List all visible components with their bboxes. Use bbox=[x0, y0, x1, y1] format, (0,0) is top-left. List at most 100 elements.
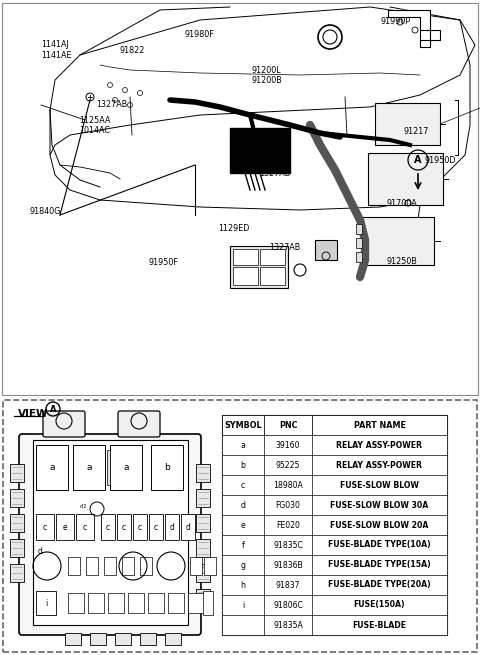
Text: PNC: PNC bbox=[279, 421, 297, 430]
Bar bbox=[233, 249, 258, 265]
Bar bbox=[104, 557, 116, 575]
Text: FUSE-SLOW BLOW: FUSE-SLOW BLOW bbox=[340, 481, 419, 489]
Bar bbox=[181, 514, 195, 540]
Bar bbox=[165, 514, 179, 540]
Text: 91950F: 91950F bbox=[149, 258, 179, 267]
Text: 91836B: 91836B bbox=[273, 561, 303, 569]
Bar bbox=[222, 435, 264, 455]
Text: 39160: 39160 bbox=[276, 441, 300, 449]
Bar bbox=[10, 564, 24, 582]
Text: a: a bbox=[49, 463, 55, 472]
Bar bbox=[10, 489, 24, 507]
Bar bbox=[222, 455, 264, 475]
Text: 91700A: 91700A bbox=[387, 199, 418, 208]
Text: d: d bbox=[37, 548, 42, 557]
Bar bbox=[65, 633, 81, 645]
Bar bbox=[222, 475, 264, 495]
Bar bbox=[233, 267, 258, 285]
Text: d: d bbox=[186, 523, 191, 531]
Bar bbox=[312, 435, 447, 455]
Bar bbox=[222, 555, 264, 575]
Text: 91822: 91822 bbox=[120, 46, 144, 54]
Text: 1129ED: 1129ED bbox=[218, 224, 250, 233]
Text: 91835A: 91835A bbox=[273, 620, 303, 629]
Text: c: c bbox=[122, 523, 126, 531]
Bar bbox=[356, 252, 362, 262]
Text: b: b bbox=[240, 460, 245, 470]
Text: FUSE-SLOW BLOW 30A: FUSE-SLOW BLOW 30A bbox=[330, 500, 429, 510]
Bar bbox=[2, 3, 478, 395]
Bar bbox=[222, 575, 264, 595]
Text: FUSE-SLOW BLOW 20A: FUSE-SLOW BLOW 20A bbox=[330, 521, 429, 529]
Text: a: a bbox=[86, 463, 92, 472]
Text: FG030: FG030 bbox=[276, 500, 300, 510]
Text: FUSE(150A): FUSE(150A) bbox=[354, 601, 405, 610]
Bar bbox=[264, 535, 312, 555]
Bar bbox=[264, 415, 312, 435]
Bar bbox=[260, 267, 285, 285]
Bar bbox=[264, 495, 312, 515]
FancyBboxPatch shape bbox=[43, 411, 85, 437]
Text: 91837: 91837 bbox=[276, 580, 300, 590]
Text: 91217: 91217 bbox=[403, 126, 429, 136]
Text: VIEW: VIEW bbox=[18, 409, 48, 419]
Text: FE020: FE020 bbox=[276, 521, 300, 529]
Text: cf2: cf2 bbox=[79, 504, 87, 508]
Text: RELAY ASSY-POWER: RELAY ASSY-POWER bbox=[336, 460, 422, 470]
Text: 91840G: 91840G bbox=[30, 207, 61, 216]
Bar bbox=[230, 128, 290, 173]
Bar bbox=[264, 515, 312, 535]
Bar bbox=[222, 515, 264, 535]
Text: 1327AB: 1327AB bbox=[259, 169, 290, 178]
Text: FUSE-BLADE TYPE(20A): FUSE-BLADE TYPE(20A) bbox=[328, 580, 431, 590]
Bar bbox=[10, 539, 24, 557]
Text: FUSE-BLADE TYPE(10A): FUSE-BLADE TYPE(10A) bbox=[328, 540, 431, 550]
Bar bbox=[68, 593, 84, 613]
Text: a: a bbox=[240, 441, 245, 449]
Text: d: d bbox=[169, 523, 174, 531]
Bar bbox=[356, 224, 362, 234]
Text: 95225: 95225 bbox=[276, 460, 300, 470]
Bar bbox=[101, 514, 115, 540]
Bar bbox=[88, 593, 104, 613]
Bar bbox=[140, 557, 152, 575]
Text: g: g bbox=[240, 561, 245, 569]
FancyBboxPatch shape bbox=[118, 411, 160, 437]
Bar bbox=[36, 445, 68, 490]
Text: b: b bbox=[164, 463, 170, 472]
Bar bbox=[204, 557, 216, 575]
Bar bbox=[260, 249, 285, 265]
Bar bbox=[68, 557, 80, 575]
Bar bbox=[368, 153, 443, 205]
Text: 18980A: 18980A bbox=[273, 481, 303, 489]
Bar bbox=[203, 591, 213, 615]
Text: 91990P: 91990P bbox=[381, 17, 411, 26]
Text: a: a bbox=[123, 463, 129, 472]
Text: 1125AA
1014AC: 1125AA 1014AC bbox=[79, 115, 111, 135]
Text: c: c bbox=[138, 523, 142, 531]
Bar bbox=[33, 440, 188, 625]
Text: h: h bbox=[240, 580, 245, 590]
Bar bbox=[312, 595, 447, 615]
Text: i: i bbox=[242, 601, 244, 610]
Bar bbox=[312, 575, 447, 595]
Text: e: e bbox=[240, 521, 245, 529]
Bar bbox=[10, 464, 24, 482]
Text: c: c bbox=[83, 523, 87, 531]
Bar bbox=[148, 593, 164, 613]
Bar bbox=[264, 455, 312, 475]
Bar bbox=[375, 103, 440, 145]
Bar bbox=[312, 455, 447, 475]
Text: 91806C: 91806C bbox=[273, 601, 303, 610]
Bar bbox=[312, 615, 447, 635]
Bar bbox=[151, 445, 183, 490]
Bar bbox=[168, 593, 184, 613]
Bar bbox=[312, 535, 447, 555]
Text: 91835C: 91835C bbox=[273, 540, 303, 550]
Text: 1327AB: 1327AB bbox=[269, 244, 300, 252]
Bar bbox=[356, 238, 362, 248]
Text: i: i bbox=[45, 599, 47, 607]
Bar bbox=[222, 595, 264, 615]
Bar bbox=[264, 615, 312, 635]
Text: SYMBOL: SYMBOL bbox=[224, 421, 262, 430]
